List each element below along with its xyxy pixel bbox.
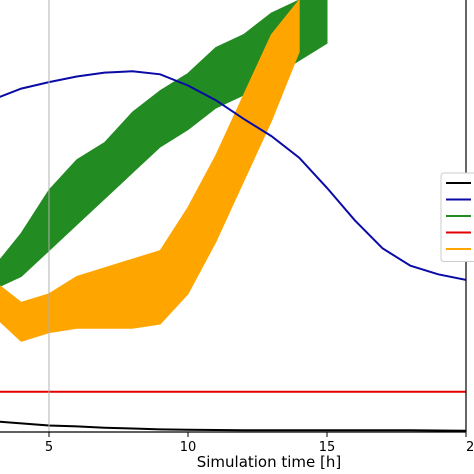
x-tick-label: 5 — [45, 440, 53, 455]
x-tick-label: 20 — [466, 440, 474, 455]
x-tick-label: 10 — [180, 440, 197, 455]
series-layer — [0, 0, 466, 432]
series-band-2 — [0, 0, 328, 287]
legend-box — [440, 172, 474, 262]
legend — [440, 172, 474, 262]
x-tick-label: 15 — [319, 440, 336, 455]
series-line-1 — [0, 70, 466, 281]
series-band-4 — [0, 0, 300, 342]
x-axis-label: Simulation time [h] — [197, 453, 342, 471]
series-line-0 — [0, 420, 466, 432]
